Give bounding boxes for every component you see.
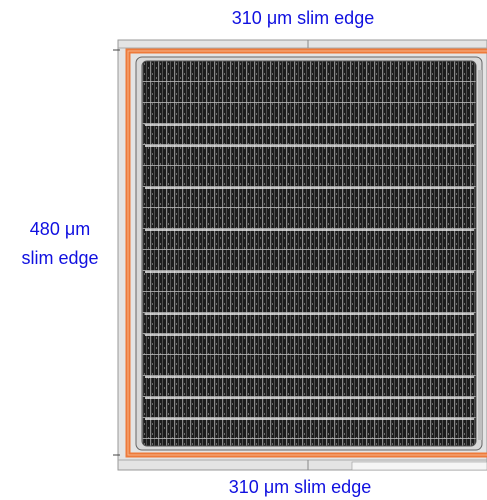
pixel-rows bbox=[142, 61, 476, 446]
page: {"labels": {"top": "310 μm slim edge", "… bbox=[0, 0, 487, 500]
left-label-line: slim edge bbox=[21, 248, 98, 268]
bottom-label: 310 μm slim edge bbox=[229, 477, 371, 497]
top-label: 310 μm slim edge bbox=[232, 8, 374, 28]
left-label-line: 480 μm bbox=[30, 219, 90, 239]
periphery bbox=[478, 70, 482, 440]
corner-structure bbox=[352, 462, 487, 470]
diagram: 310 μm slim edge 480 μm slim edge 310 μm… bbox=[0, 0, 487, 500]
